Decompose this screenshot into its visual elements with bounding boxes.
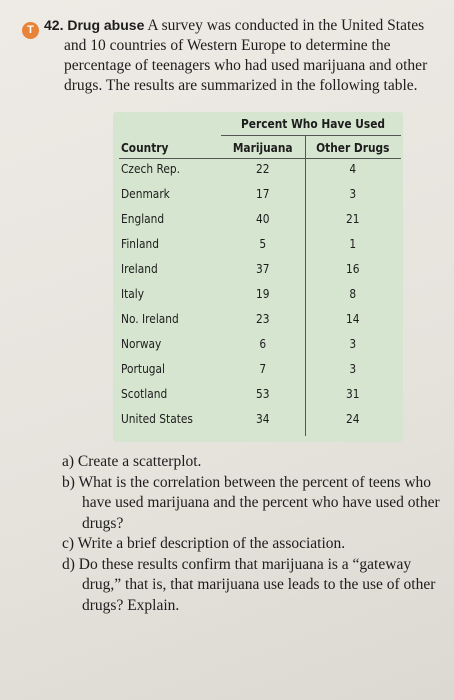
country-cell: Czech Rep. — [121, 161, 181, 176]
value-cell: 19 — [256, 286, 270, 301]
value-cell: 7 — [259, 361, 267, 376]
column-header: Country — [121, 140, 169, 155]
value-cell: 4 — [349, 161, 357, 176]
country-cell: Ireland — [121, 261, 158, 276]
problem-intro: 42. Drug abuse A survey was conducted in… — [44, 15, 450, 96]
column-header: Marijuana — [233, 140, 293, 155]
value-cell: 53 — [256, 386, 270, 401]
badge: T — [22, 22, 39, 39]
question: c) Write a brief description of the asso… — [62, 534, 450, 555]
rule — [119, 158, 401, 159]
rule — [221, 135, 401, 136]
value-cell: 5 — [259, 236, 267, 251]
question-text: Create a scatterplot. — [77, 453, 202, 470]
value-cell: 16 — [346, 261, 360, 276]
problem-number: 42. — [44, 17, 64, 33]
question-text: Do these results confirm that marijuana … — [78, 555, 436, 614]
value-cell: 24 — [346, 411, 360, 426]
question: a) Create a scatterplot. — [62, 452, 450, 473]
value-cell: 17 — [256, 186, 270, 201]
column-header: Other Drugs — [316, 140, 390, 155]
country-cell: Portugal — [121, 361, 166, 376]
country-cell: United States — [121, 411, 193, 426]
rule — [305, 136, 306, 436]
value-cell: 21 — [346, 211, 360, 226]
value-cell: 22 — [256, 161, 270, 176]
country-cell: Denmark — [121, 186, 170, 201]
value-cell: 31 — [346, 386, 360, 401]
value-cell: 3 — [349, 361, 357, 376]
value-cell: 6 — [259, 336, 267, 351]
question-text: What is the correlation between the perc… — [78, 473, 440, 532]
country-cell: England — [121, 211, 165, 226]
problem-text: A survey was conducted in the United Sta… — [64, 17, 428, 94]
value-cell: 3 — [349, 336, 357, 351]
question-label: c) — [62, 535, 75, 552]
value-cell: 8 — [349, 286, 357, 301]
questions: a) Create a scatterplot. b) What is the c… — [62, 452, 450, 616]
country-cell: Finland — [121, 236, 159, 251]
problem-topic: Drug abuse — [67, 17, 145, 33]
value-cell: 1 — [349, 236, 357, 251]
value-cell: 23 — [256, 311, 270, 326]
group-header: Percent Who Have Used — [241, 116, 386, 131]
country-cell: Italy — [121, 286, 145, 301]
question-label: d) — [62, 555, 75, 573]
value-cell: 34 — [256, 411, 270, 426]
value-cell: 3 — [349, 186, 357, 201]
question: b) What is the correlation between the p… — [62, 473, 450, 535]
question-label: a) — [62, 453, 75, 470]
country-cell: No. Ireland — [121, 311, 179, 326]
question: d) Do these results confirm that marijua… — [62, 555, 450, 617]
data-table: Percent Who Have Used Country Marijuana Ot… — [113, 112, 403, 442]
value-cell: 37 — [256, 261, 270, 276]
country-cell: Scotland — [121, 386, 168, 401]
value-cell: 40 — [256, 211, 270, 226]
value-cell: 14 — [346, 311, 360, 326]
question-text: Write a brief description of the associa… — [77, 535, 346, 552]
country-cell: Norway — [121, 336, 162, 351]
question-label: b) — [62, 473, 75, 491]
